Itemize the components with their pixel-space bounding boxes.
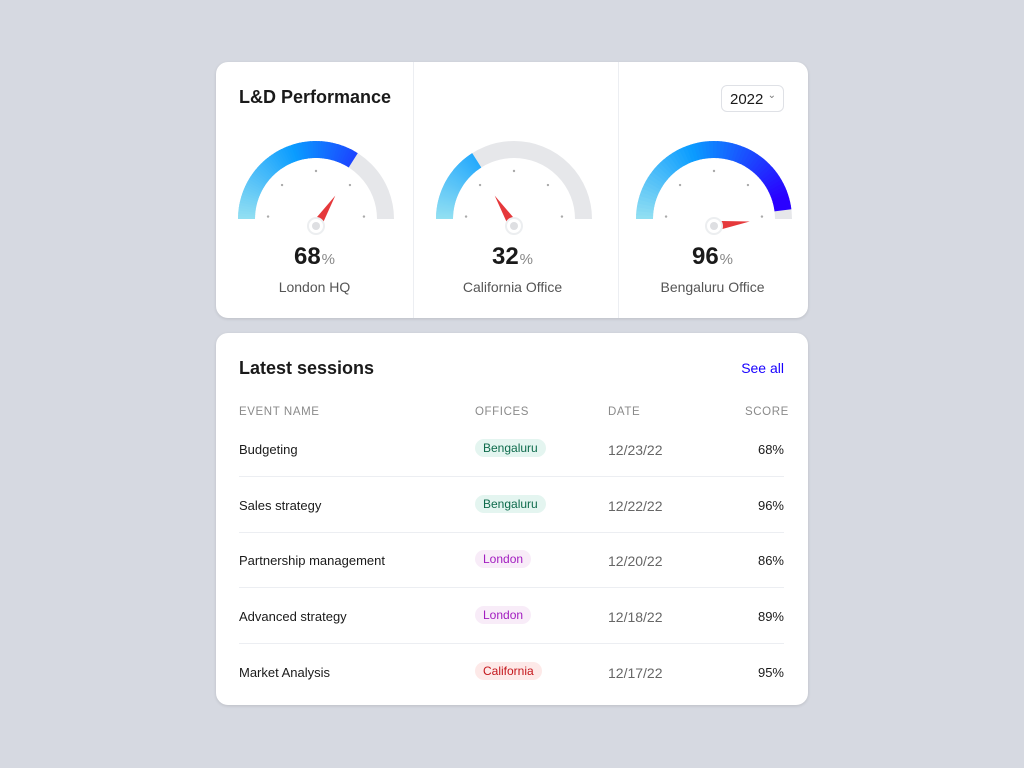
session-score: 68% <box>757 442 784 457</box>
card-title: L&D Performance <box>239 87 392 107</box>
gauge-tick <box>348 183 352 187</box>
session-date: 12/23/22 <box>608 442 663 458</box>
gauge-needle <box>721 221 750 229</box>
gauge-needle <box>494 195 514 222</box>
office-badge: Bengaluru <box>475 439 546 457</box>
gauge-tick <box>678 183 682 187</box>
office-badge: Bengaluru <box>475 494 546 513</box>
gauge-tick <box>712 169 716 173</box>
gauge-value: 32% <box>491 243 534 270</box>
sessions-title: Latest sessions <box>239 358 375 378</box>
session-date: 12/18/22 <box>608 609 663 626</box>
gauge-fill-segment <box>346 151 358 168</box>
table-row[interactable]: Sales strategy Bengaluru 12/22/22 96% <box>239 477 784 533</box>
session-score: 89% <box>757 609 784 625</box>
event-name: Sales strategy <box>239 497 322 513</box>
office-badge: London <box>475 550 532 569</box>
gauge-pivot-center <box>710 222 718 230</box>
column-header-offices: OFFICES <box>475 406 530 418</box>
session-date: 12/20/22 <box>608 553 663 570</box>
gauge-pivot-center <box>510 222 518 230</box>
event-name: Market Analysis <box>239 664 331 680</box>
gauge-tick <box>280 183 284 187</box>
column-header-date: DATE <box>608 406 641 418</box>
year-select[interactable]: 2022 ⌄ <box>721 85 784 112</box>
gauge-tick <box>362 215 366 218</box>
gauge-pivot-center <box>312 222 320 230</box>
table-row[interactable]: Budgeting Bengaluru 12/23/22 68% <box>239 421 784 477</box>
gauge-panel-bengaluru: 2022 ⌄ 96% Bengaluru Office <box>618 62 808 318</box>
gauge-value: 68% <box>293 243 336 270</box>
gauge-tick <box>464 215 468 218</box>
gauge-label: California Office <box>462 279 563 295</box>
table-row[interactable]: Market Analysis California 12/17/22 95% <box>239 644 784 700</box>
event-name: Partnership management <box>239 553 385 569</box>
session-score: 95% <box>757 664 784 680</box>
performance-card: L&D Performance 68% London HQ 32% Califo… <box>216 62 808 318</box>
gauge-london <box>238 141 394 235</box>
gauge-panel-london: L&D Performance 68% London HQ <box>216 62 413 318</box>
gauge-california <box>436 141 592 235</box>
gauge-tick <box>746 183 750 187</box>
session-date: 12/17/22 <box>608 664 663 681</box>
gauge-fill-segment <box>774 205 792 212</box>
gauge-tick <box>664 215 668 218</box>
gauge-panel-california: 32% California Office <box>413 62 618 318</box>
gauge-value: 96% <box>691 243 734 270</box>
gauge-tick <box>760 215 764 218</box>
session-score: 96% <box>757 497 784 513</box>
session-score: 86% <box>757 553 784 569</box>
gauge-tick <box>266 215 270 218</box>
gauge-tick <box>314 169 318 173</box>
event-name: Advanced strategy <box>239 609 347 625</box>
session-date: 12/22/22 <box>608 497 663 514</box>
gauge-label: Bengaluru Office <box>660 279 765 295</box>
chevron-down-icon: ⌄ <box>767 90 776 101</box>
office-badge: California <box>475 661 542 680</box>
table-row[interactable]: Partnership management London 12/20/22 8… <box>239 532 784 589</box>
gauge-tick <box>546 183 550 187</box>
gauge-fill-segment <box>471 153 482 169</box>
sessions-card: Latest sessions See all EVENT NAME OFFIC… <box>216 333 808 705</box>
see-all-link[interactable]: See all <box>741 360 784 376</box>
column-header-score: SCORE <box>745 406 789 418</box>
gauge-tick <box>512 169 516 173</box>
gauge-tick <box>560 215 564 218</box>
office-badge: London <box>475 606 532 625</box>
gauge-bengaluru <box>636 141 792 235</box>
table-row[interactable]: Advanced strategy London 12/18/22 89% <box>239 588 784 645</box>
event-name: Budgeting <box>239 442 298 457</box>
column-header-event: EVENT NAME <box>239 406 320 418</box>
gauge-needle <box>316 195 336 222</box>
gauge-tick <box>478 183 482 187</box>
gauge-label: London HQ <box>278 279 351 295</box>
